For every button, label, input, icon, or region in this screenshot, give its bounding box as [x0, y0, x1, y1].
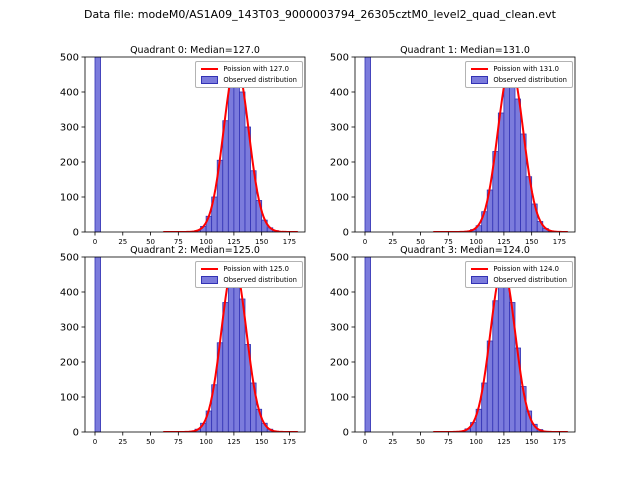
- figure-title: Data file: modeM0/AS1A09_143T03_90000037…: [84, 8, 556, 21]
- svg-text:0: 0: [73, 428, 79, 439]
- svg-text:25: 25: [388, 438, 397, 446]
- observed-patch-swatch: [471, 276, 489, 284]
- svg-text:200: 200: [60, 358, 79, 369]
- legend-observed-label: Observed distribution: [223, 76, 297, 84]
- legend-entry-observed: Observed distribution: [201, 276, 297, 284]
- legend-entry-fit: Poission with 125.0: [201, 265, 297, 273]
- svg-text:400: 400: [330, 288, 349, 299]
- svg-text:0: 0: [93, 438, 97, 446]
- svg-text:0: 0: [363, 238, 367, 246]
- svg-text:500: 500: [60, 253, 79, 264]
- svg-text:25: 25: [118, 438, 127, 446]
- subplot-title: Quadrant 0: Median=127.0: [130, 45, 260, 56]
- histogram-plot-quadrant-1: 0 25 50 75 100 125 150 175 0 100 200 300 400 500: [330, 53, 576, 246]
- poisson-line-swatch: [471, 268, 489, 270]
- poisson-line-swatch: [201, 68, 219, 70]
- svg-text:50: 50: [416, 438, 425, 446]
- svg-text:75: 75: [444, 238, 453, 246]
- legend-entry-fit: Poission with 127.0: [201, 65, 297, 73]
- legend-fit-label: Poission with 127.0: [223, 65, 289, 73]
- subplot-quadrant-2: 0 25 50 75 100 125 150 175 0 100 200 300 400 500 Quad…: [40, 245, 320, 457]
- svg-text:125: 125: [227, 438, 240, 446]
- svg-text:100: 100: [60, 393, 79, 404]
- subplot-title: Quadrant 2: Median=125.0: [130, 245, 260, 256]
- subplot-title: Quadrant 3: Median=124.0: [400, 245, 530, 256]
- legend: Poission with 131.0 Observed distributio…: [465, 61, 573, 88]
- observed-patch-swatch: [201, 76, 219, 84]
- svg-text:100: 100: [469, 438, 482, 446]
- legend: Poission with 125.0 Observed distributio…: [195, 261, 303, 288]
- svg-text:400: 400: [60, 288, 79, 299]
- svg-text:100: 100: [330, 193, 349, 204]
- svg-text:300: 300: [60, 323, 79, 334]
- legend-observed-label: Observed distribution: [493, 276, 567, 284]
- svg-text:125: 125: [497, 238, 510, 246]
- svg-text:300: 300: [330, 323, 349, 334]
- subplot-quadrant-1: 0 25 50 75 100 125 150 175 0 100 200 300 400 500 Quad…: [310, 45, 590, 257]
- legend-fit-label: Poission with 124.0: [493, 265, 559, 273]
- legend-observed-label: Observed distribution: [223, 276, 297, 284]
- legend: Poission with 127.0 Observed distributio…: [195, 61, 303, 88]
- svg-text:200: 200: [60, 158, 79, 169]
- svg-text:0: 0: [363, 438, 367, 446]
- svg-text:150: 150: [255, 438, 268, 446]
- legend-fit-label: Poission with 125.0: [223, 265, 289, 273]
- legend-entry-observed: Observed distribution: [471, 76, 567, 84]
- svg-text:50: 50: [146, 438, 155, 446]
- svg-text:100: 100: [330, 393, 349, 404]
- svg-text:500: 500: [330, 53, 349, 64]
- legend-entry-fit: Poission with 131.0: [471, 65, 567, 73]
- svg-text:100: 100: [469, 238, 482, 246]
- svg-text:50: 50: [416, 238, 425, 246]
- svg-text:175: 175: [283, 238, 296, 246]
- svg-text:100: 100: [199, 438, 212, 446]
- legend: Poission with 124.0 Observed distributio…: [465, 261, 573, 288]
- histogram-plot-quadrant-3: 0 25 50 75 100 125 150 175 0 100 200 300 400 500: [330, 253, 576, 446]
- svg-text:0: 0: [343, 228, 349, 239]
- svg-text:100: 100: [199, 238, 212, 246]
- legend-entry-observed: Observed distribution: [201, 76, 297, 84]
- legend-fit-label: Poission with 131.0: [493, 65, 559, 73]
- svg-text:75: 75: [174, 238, 183, 246]
- svg-text:400: 400: [60, 88, 79, 99]
- svg-text:150: 150: [525, 438, 538, 446]
- subplot-title: Quadrant 1: Median=131.0: [400, 45, 530, 56]
- legend-entry-observed: Observed distribution: [471, 276, 567, 284]
- observed-patch-swatch: [471, 76, 489, 84]
- svg-text:200: 200: [330, 358, 349, 369]
- svg-text:125: 125: [497, 438, 510, 446]
- legend-observed-label: Observed distribution: [493, 76, 567, 84]
- histogram-plot-quadrant-2: 0 25 50 75 100 125 150 175 0 100 200 300 400 500: [60, 253, 306, 446]
- svg-text:100: 100: [60, 193, 79, 204]
- svg-text:75: 75: [444, 438, 453, 446]
- svg-text:0: 0: [93, 238, 97, 246]
- svg-text:500: 500: [330, 253, 349, 264]
- svg-text:25: 25: [118, 238, 127, 246]
- svg-text:300: 300: [330, 123, 349, 134]
- svg-text:300: 300: [60, 123, 79, 134]
- subplot-quadrant-3: 0 25 50 75 100 125 150 175 0 100 200 300 400 500 Quad…: [310, 245, 590, 457]
- svg-text:150: 150: [525, 238, 538, 246]
- svg-text:0: 0: [343, 428, 349, 439]
- svg-text:125: 125: [227, 238, 240, 246]
- svg-text:0: 0: [73, 228, 79, 239]
- poisson-line-swatch: [201, 268, 219, 270]
- svg-text:175: 175: [553, 438, 566, 446]
- legend-entry-fit: Poission with 124.0: [471, 265, 567, 273]
- svg-text:400: 400: [330, 88, 349, 99]
- svg-text:175: 175: [283, 438, 296, 446]
- svg-text:75: 75: [174, 438, 183, 446]
- svg-text:50: 50: [146, 238, 155, 246]
- svg-text:200: 200: [330, 158, 349, 169]
- svg-text:150: 150: [255, 238, 268, 246]
- subplot-quadrant-0: 0 25 50 75 100 125 150 175 0 100 200 300 400 500 Quad…: [40, 45, 320, 257]
- poisson-line-swatch: [471, 68, 489, 70]
- svg-text:500: 500: [60, 53, 79, 64]
- svg-text:25: 25: [388, 238, 397, 246]
- svg-text:175: 175: [553, 238, 566, 246]
- observed-patch-swatch: [201, 276, 219, 284]
